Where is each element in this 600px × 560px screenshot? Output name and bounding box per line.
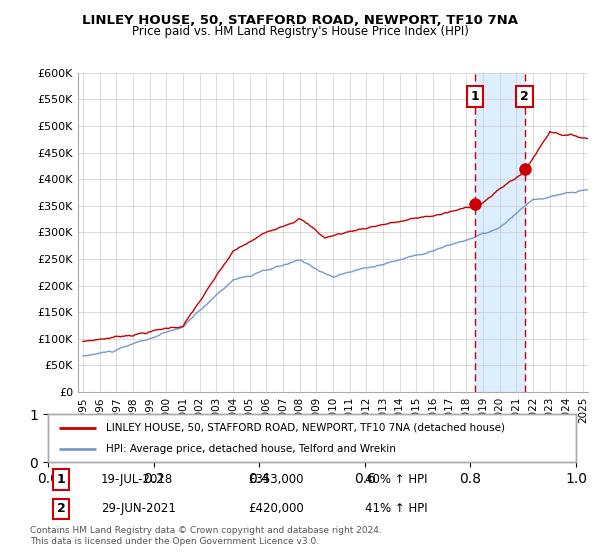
Text: 2: 2 [57, 502, 65, 515]
Text: 41% ↑ HPI: 41% ↑ HPI [365, 502, 427, 515]
Text: 40% ↑ HPI: 40% ↑ HPI [365, 473, 427, 486]
Text: 1: 1 [57, 473, 65, 486]
Text: 2: 2 [520, 90, 529, 103]
Text: 1: 1 [471, 90, 480, 103]
Text: £420,000: £420,000 [248, 502, 304, 515]
Text: LINLEY HOUSE, 50, STAFFORD ROAD, NEWPORT, TF10 7NA (detached house): LINLEY HOUSE, 50, STAFFORD ROAD, NEWPORT… [106, 423, 505, 433]
Text: HPI: Average price, detached house, Telford and Wrekin: HPI: Average price, detached house, Telf… [106, 444, 396, 454]
Text: 19-JUL-2018: 19-JUL-2018 [101, 473, 173, 486]
Text: LINLEY HOUSE, 50, STAFFORD ROAD, NEWPORT, TF10 7NA: LINLEY HOUSE, 50, STAFFORD ROAD, NEWPORT… [82, 14, 518, 27]
Bar [475, 73, 524, 392]
Text: £353,000: £353,000 [248, 473, 304, 486]
Text: Contains HM Land Registry data © Crown copyright and database right 2024.
This d: Contains HM Land Registry data © Crown c… [30, 526, 382, 546]
Text: 29-JUN-2021: 29-JUN-2021 [101, 502, 176, 515]
Text: Price paid vs. HM Land Registry's House Price Index (HPI): Price paid vs. HM Land Registry's House … [131, 25, 469, 38]
